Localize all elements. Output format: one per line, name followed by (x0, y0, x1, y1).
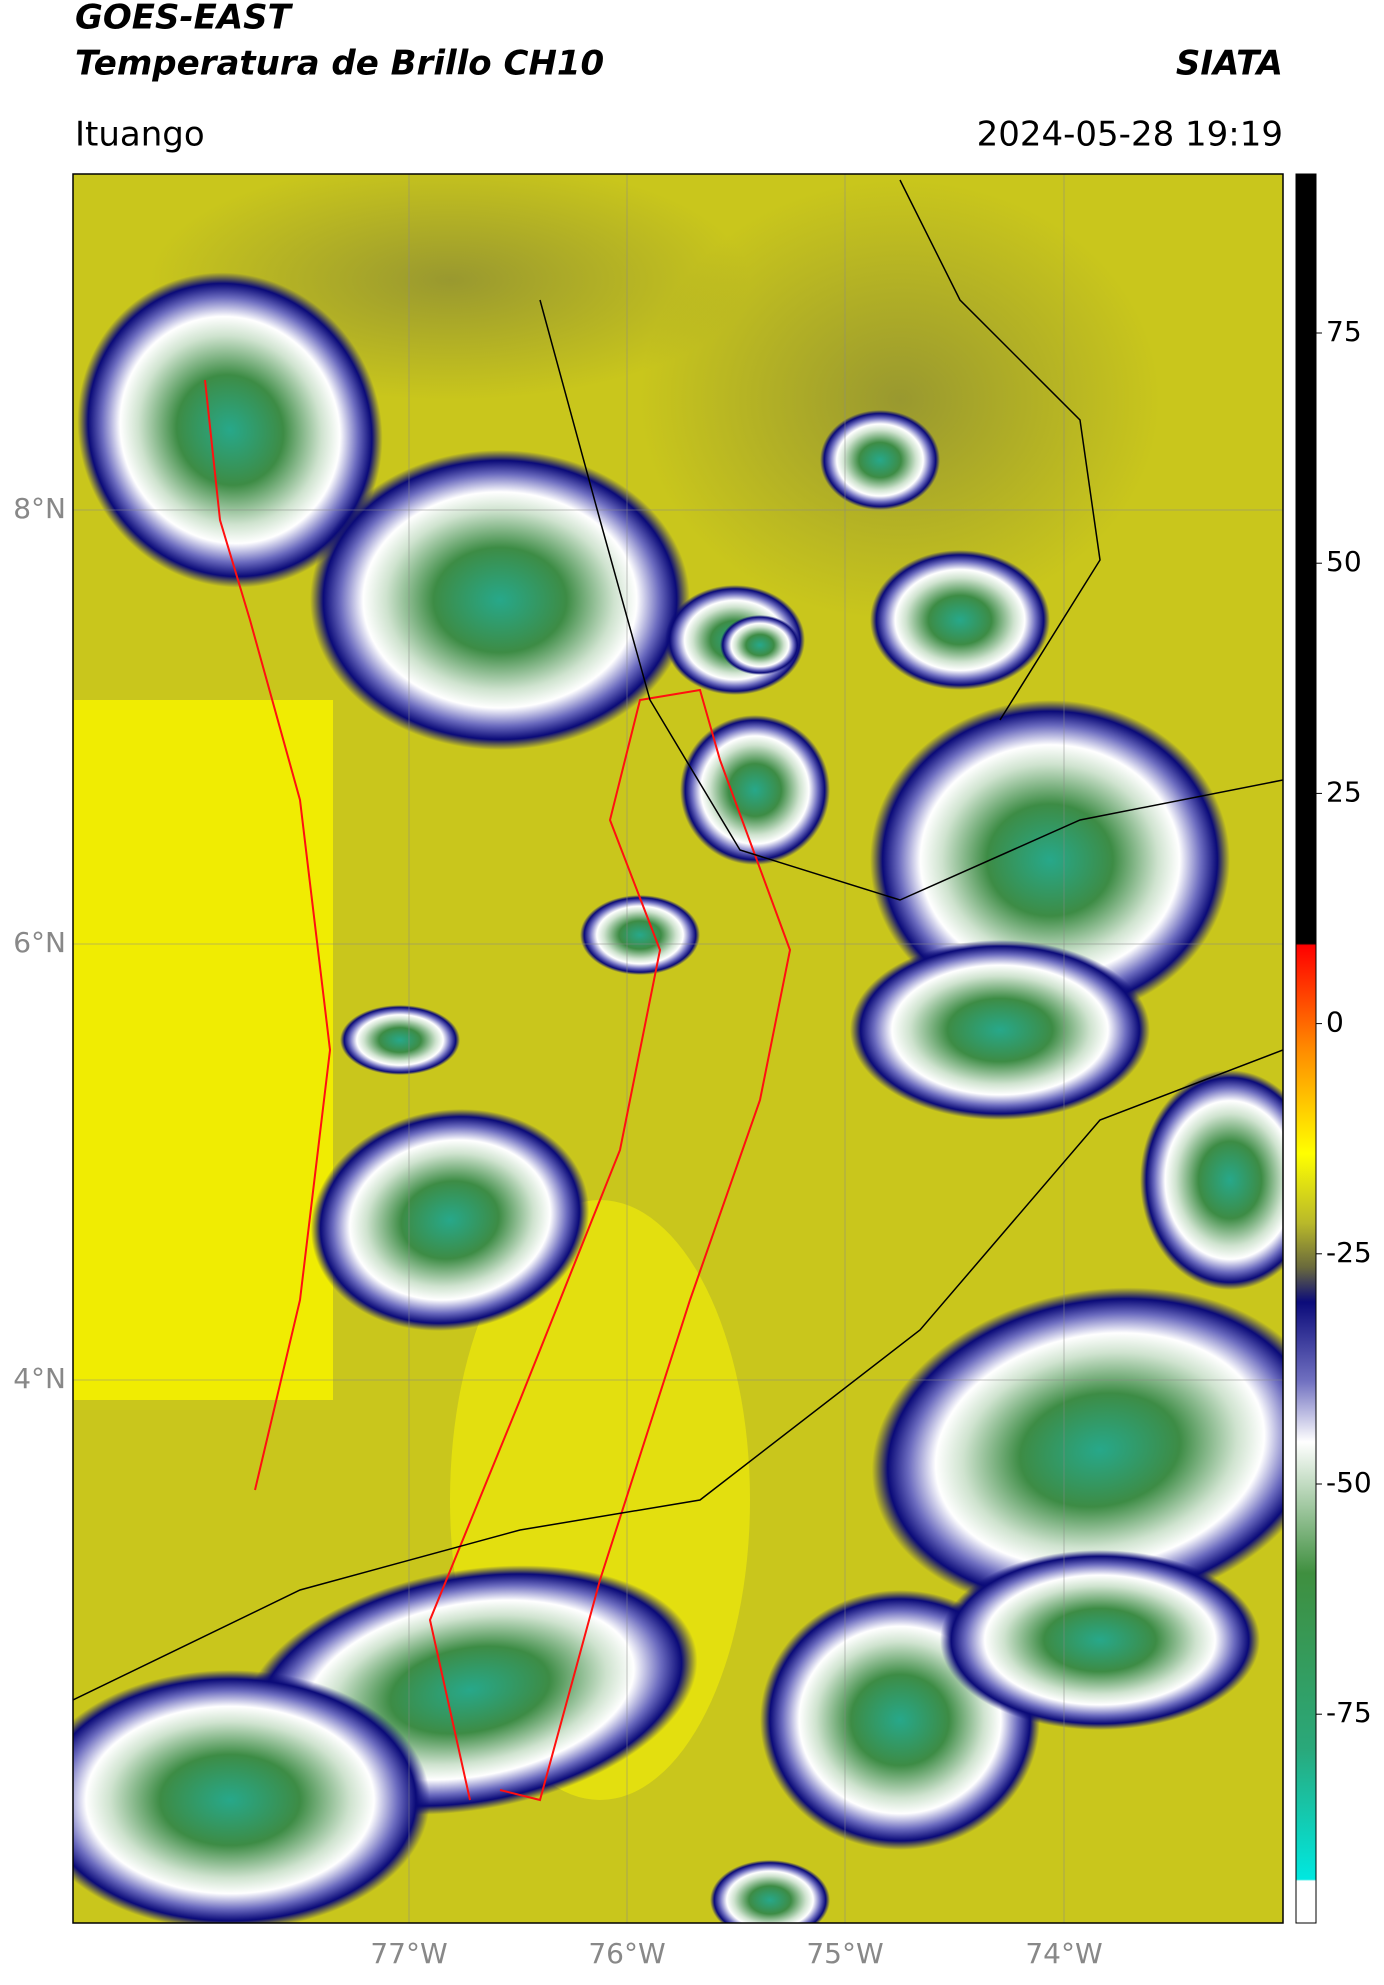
cloud (720, 615, 800, 675)
cloud (850, 940, 1150, 1120)
lon-label: 75°W (806, 1937, 883, 1970)
coastline (204, 379, 332, 1491)
graticule (73, 174, 1283, 1923)
colorbar-label: 75 (1326, 315, 1362, 348)
cloud-layer (73, 272, 1283, 1923)
bright-area (73, 700, 333, 1400)
product-title: Temperatura de Brillo CH10 (75, 44, 604, 84)
cloud (73, 1670, 430, 1923)
colorbar-label: -75 (1326, 1696, 1372, 1729)
lon-label: 76°W (588, 1937, 665, 1970)
datetime: 2024-05-28 19:19 (977, 115, 1283, 155)
cloud (871, 1287, 1283, 1613)
admin-boundary (73, 1049, 1283, 1701)
cloud (310, 450, 690, 750)
lat-label: 8°N (13, 492, 66, 525)
cloud (820, 410, 940, 510)
lat-label: 6°N (13, 926, 66, 959)
labels: 8°N 6°N 4°N 77°W 76°W 75°W 74°W 75 50 25 0 -25 -50 -7… (13, 315, 1372, 1970)
cloud (680, 715, 830, 865)
colorbar-label: 50 (1326, 545, 1362, 578)
satellite-title: GOES-EAST (75, 0, 294, 38)
cloud (580, 895, 700, 975)
colorbar-label: -25 (1326, 1236, 1372, 1269)
cloud (870, 550, 1050, 690)
admin-boundary (899, 179, 1101, 721)
cloud (940, 1550, 1260, 1730)
cloud (340, 1005, 460, 1075)
organization: SIATA (1176, 44, 1283, 84)
lat-label: 4°N (13, 1362, 66, 1395)
cloud (77, 272, 383, 588)
colorbar (1295, 173, 1317, 1924)
colorbar-label: 0 (1326, 1006, 1344, 1039)
region-boundary (428, 688, 792, 1802)
colorbar-label: -50 (1326, 1466, 1372, 1499)
cloud (710, 1860, 830, 1923)
admin-boundary (539, 299, 1283, 901)
cloud (310, 1108, 590, 1332)
lon-label: 74°W (1025, 1937, 1102, 1970)
lon-label: 77°W (370, 1937, 447, 1970)
cloud (1140, 1070, 1283, 1290)
map-frame (72, 173, 1284, 1924)
cloud (870, 700, 1230, 1020)
location: Ituango (75, 115, 205, 155)
colorbar-label: 25 (1326, 775, 1362, 808)
map-area (73, 174, 1283, 1923)
